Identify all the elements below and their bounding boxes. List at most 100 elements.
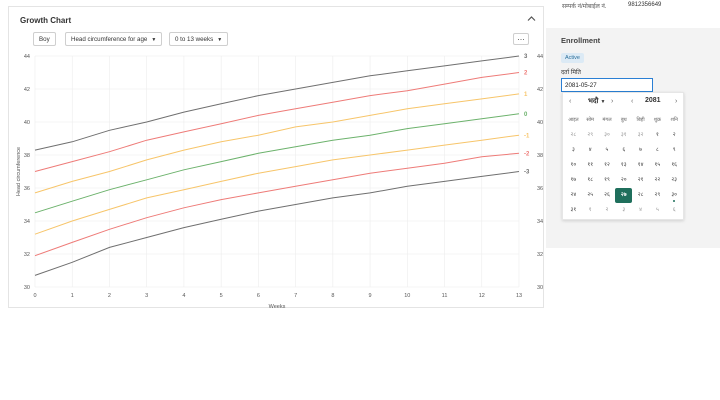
chevron-right-icon[interactable]: › <box>611 98 614 105</box>
calendar-day[interactable]: २ <box>605 207 609 213</box>
series-line-0 <box>34 113 520 214</box>
enrollment-date-input[interactable]: 2081-05-27 <box>561 78 653 92</box>
y-tick-label-left: 30 <box>24 285 30 291</box>
weekday-label: शुक्र <box>653 117 661 123</box>
calendar-day[interactable]: १७ <box>570 177 577 183</box>
calendar-day[interactable]: ७ <box>639 147 643 153</box>
calendar-day[interactable]: १६ <box>671 162 678 168</box>
year-select[interactable]: 2081 <box>645 97 661 104</box>
calendar-day[interactable]: ११ <box>587 162 594 168</box>
calendar-day[interactable]: २२ <box>654 177 661 183</box>
weekday-label: शनि <box>670 117 678 123</box>
x-tick-label: 10 <box>404 293 410 299</box>
y-tick-label-left: 34 <box>24 219 30 225</box>
calendar-week-row: १० ११ १२ १३ १४ १५ १६ <box>565 158 683 173</box>
series-line-1 <box>34 93 520 194</box>
calendar-day[interactable]: ३ <box>622 207 626 213</box>
y-tick-label-left: 32 <box>24 252 30 258</box>
calendar-day[interactable]: १८ <box>587 177 594 183</box>
weekday-label: मंगल <box>602 117 612 123</box>
series-label-3: 3 <box>524 54 528 60</box>
calendar-day[interactable]: ४ <box>639 207 643 213</box>
calendar-day[interactable]: १४ <box>637 162 644 168</box>
calendar-day[interactable]: ३० <box>666 188 683 203</box>
enrollment-date-label: दर्ता मिति <box>561 70 581 76</box>
enrollment-title: Enrollment <box>561 36 601 45</box>
date-picker: ‹ भदौ ▼ › ‹ 2081 › आइत सोम मंगल बुध बिही शुक्र… <box>562 92 684 220</box>
calendar-day[interactable]: १० <box>570 162 577 168</box>
calendar-day[interactable]: २० <box>620 177 627 183</box>
growth-chart-title: Growth Chart <box>20 16 72 25</box>
series-label-1: 1 <box>524 92 528 98</box>
calendar-day[interactable]: ३२ <box>637 132 644 138</box>
phone-value: 9812356649 <box>628 2 662 8</box>
chevron-right-icon[interactable]: › <box>675 98 678 105</box>
calendar-day[interactable]: १२ <box>604 162 610 168</box>
calendar-day[interactable]: २८ <box>570 132 577 138</box>
calendar-day[interactable]: ३ <box>571 147 575 153</box>
chevron-up-icon[interactable] <box>527 14 536 24</box>
y-tick-label-left: 40 <box>24 120 30 126</box>
calendar-day[interactable]: २१ <box>637 177 644 183</box>
calendar-day[interactable]: २३ <box>671 177 678 183</box>
month-select[interactable]: भदौ ▼ <box>588 97 605 106</box>
series-label--3: -3 <box>524 170 530 176</box>
sex-select[interactable]: Boy <box>33 32 56 46</box>
x-tick-label: 8 <box>331 293 334 299</box>
series-label-2: 2 <box>524 71 528 77</box>
calendar-day[interactable]: २६ <box>604 192 610 198</box>
calendar-day[interactable]: १ <box>588 207 592 213</box>
calendar-day[interactable]: २४ <box>570 192 577 198</box>
calendar-day[interactable]: ४ <box>588 147 592 153</box>
series-label--2: -2 <box>524 152 530 158</box>
x-tick-label: 2 <box>108 293 111 299</box>
y-tick-label-right: 32 <box>537 252 543 258</box>
calendar-day[interactable]: १३ <box>620 162 627 168</box>
calendar-day[interactable]: २८ <box>637 192 644 198</box>
y-tick-label-right: 36 <box>537 186 543 192</box>
calendar-day[interactable]: १५ <box>654 162 661 168</box>
chevron-left-icon[interactable]: ‹ <box>569 98 572 105</box>
series-line-2 <box>34 72 520 172</box>
calendar-weekday-row: आइत सोम मंगल बुध बिही शुक्र शनि <box>565 113 683 128</box>
calendar-day[interactable]: ६ <box>622 147 626 153</box>
chevron-left-icon[interactable]: ‹ <box>631 98 634 105</box>
x-tick-label: 5 <box>220 293 223 299</box>
calendar-day[interactable]: ८ <box>655 147 659 153</box>
y-tick-label-right: 42 <box>537 87 543 93</box>
calendar-day[interactable]: २९ <box>587 132 594 138</box>
series-label-0: 0 <box>524 112 528 118</box>
indicator-select[interactable]: Head circumference for age ▼ <box>65 32 163 46</box>
series-line--2 <box>34 152 520 257</box>
calendar-day[interactable]: २ <box>672 132 676 138</box>
y-tick-label-right: 40 <box>537 120 543 126</box>
range-select[interactable]: 0 to 13 weeks ▼ <box>169 32 229 46</box>
calendar-day[interactable]: ३१ <box>570 207 577 213</box>
calendar-day[interactable]: १ <box>655 132 659 138</box>
calendar-day[interactable]: ९ <box>672 147 676 153</box>
x-tick-label: 9 <box>369 293 372 299</box>
calendar-week-row: ३ ४ ५ ६ ७ ८ ९ <box>565 143 683 158</box>
calendar-day[interactable]: २५ <box>587 192 594 198</box>
x-tick-label: 7 <box>294 293 297 299</box>
year-label: 2081 <box>645 97 661 104</box>
x-tick-label: 11 <box>442 293 448 299</box>
more-horizontal-icon[interactable]: … <box>513 33 529 45</box>
x-axis-label: Weeks <box>269 304 286 309</box>
x-tick-label: 3 <box>145 293 148 299</box>
calendar-day[interactable]: ५ <box>655 207 659 213</box>
x-tick-label: 13 <box>516 293 522 299</box>
calendar-day[interactable]: १९ <box>604 177 610 183</box>
calendar-day[interactable]: ५ <box>605 147 609 153</box>
calendar-day[interactable]: २९ <box>654 192 661 198</box>
calendar-day[interactable]: ३१ <box>620 132 627 138</box>
calendar-day[interactable]: ३० <box>604 132 610 138</box>
series-line-3 <box>34 55 520 151</box>
calendar-day-selected[interactable]: २७ <box>615 188 633 203</box>
calendar-week-row: २८ २९ ३० ३१ ३२ १ २ <box>565 128 683 143</box>
calendar-day[interactable]: ६ <box>672 207 676 213</box>
chevron-down-icon: ▼ <box>151 37 157 43</box>
y-tick-label-right: 30 <box>537 285 543 291</box>
calendar-week-row: ३१ १ २ ३ ४ ५ ६ <box>565 203 683 218</box>
weekday-label: आइत <box>568 117 579 123</box>
